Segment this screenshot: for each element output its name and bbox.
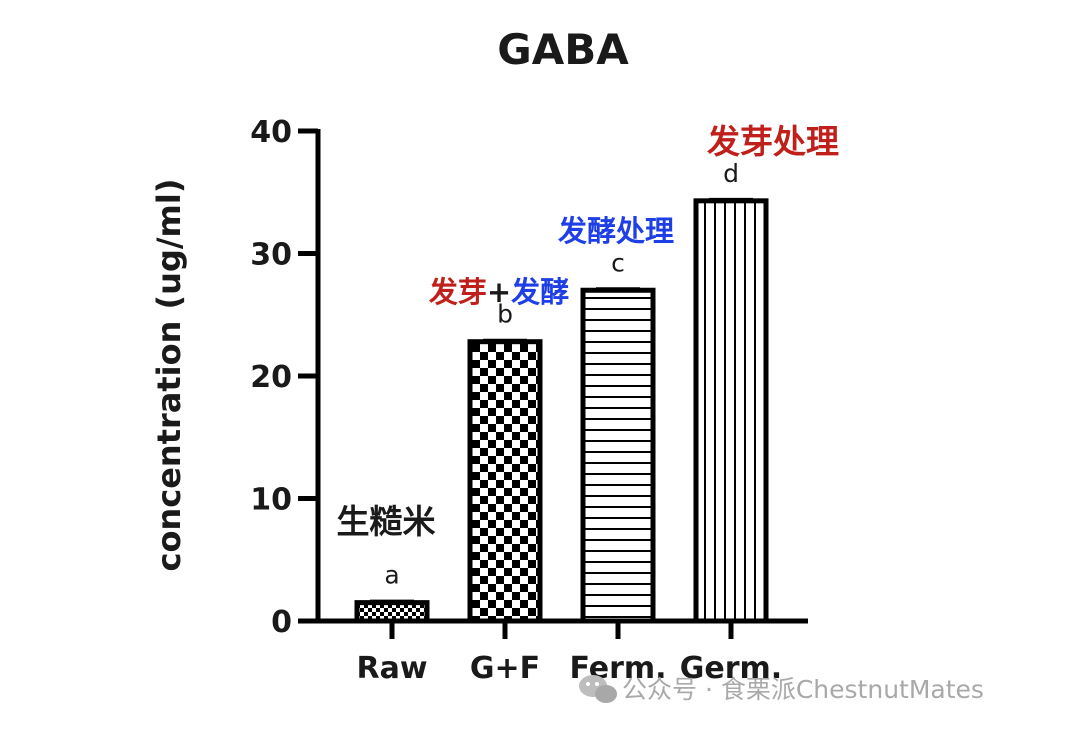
watermark-text: 公众号 · 食栗派ChestnutMates: [622, 675, 984, 704]
significance-letter: b: [497, 300, 513, 329]
annotation-part: 生糙米: [337, 502, 436, 541]
watermark: 公众号 · 食栗派ChestnutMates: [579, 675, 984, 704]
chart-title: GABA: [497, 25, 629, 74]
y-tick-label: 40: [250, 115, 292, 150]
x-tick-label: Raw: [356, 651, 427, 686]
x-tick-label: Germ.: [680, 651, 782, 686]
bar-raw: [354, 600, 430, 624]
annotation-part: 发芽处理: [707, 122, 839, 161]
y-tick-label: 20: [250, 360, 292, 395]
bar-gf: [467, 339, 543, 624]
y-tick-label: 30: [250, 238, 292, 273]
annotation-part: 发芽: [428, 275, 487, 309]
significance-letter: a: [384, 561, 399, 590]
significance-letter: c: [611, 248, 625, 277]
bar-annotation: 生糙米: [337, 502, 436, 541]
wechat-icon: [579, 675, 617, 703]
annotation-part: 发酵处理: [557, 214, 674, 248]
bar-germ: [693, 198, 769, 624]
y-tick-label: 10: [250, 483, 292, 518]
bars: [354, 197, 769, 624]
significance-letter: d: [723, 159, 739, 188]
annotation-part: +: [487, 275, 511, 309]
y-axis-label: concentration (ug/ml): [150, 179, 188, 572]
y-tick-label: 0: [271, 605, 292, 640]
bar-annotation: 发芽处理: [707, 122, 839, 161]
x-tick-label: G+F: [470, 651, 540, 686]
bar-annotation: 发酵处理: [557, 214, 674, 248]
bar-ferm: [580, 287, 656, 624]
bar-annotation: 发芽+发酵: [428, 275, 569, 309]
annotation-part: 发酵: [510, 275, 569, 309]
